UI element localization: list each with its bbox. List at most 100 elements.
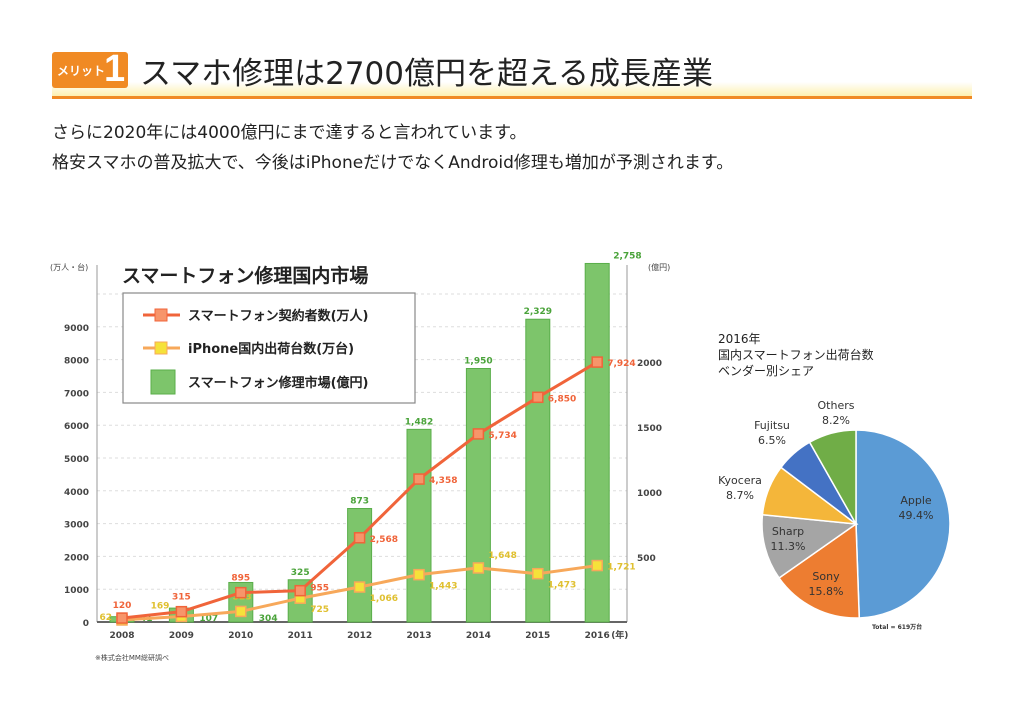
- bar-data-label: 304: [259, 614, 278, 624]
- left-tick-label: 9000: [64, 324, 89, 334]
- merit-badge: メリット 1: [52, 48, 128, 90]
- pie-label: Sony: [812, 570, 840, 583]
- legend-marker-iphone: [154, 341, 168, 355]
- line-data-label: 62: [99, 613, 112, 623]
- legend-swatch-repair: [150, 369, 176, 395]
- x-unit: (年): [611, 629, 628, 641]
- x-tick-label: 2010: [228, 631, 253, 641]
- bar-data-label: 1,950: [464, 357, 492, 367]
- legend-label-repair: スマートフォン修理市場(億円): [188, 375, 369, 391]
- line-marker: [591, 559, 603, 572]
- line-data-label: 315: [172, 593, 191, 603]
- bar-data-label: 1,482: [405, 417, 433, 427]
- line-marker: [294, 584, 306, 597]
- pie-percent: 11.3%: [771, 540, 806, 553]
- pie-title: 国内スマートフォン出荷台数: [718, 347, 874, 362]
- line-data-label: 725: [310, 605, 329, 615]
- line-data-label: 1,721: [607, 563, 635, 573]
- line-marker: [116, 612, 128, 624]
- pie-label: Sharp: [772, 525, 804, 538]
- line-marker: [235, 586, 247, 599]
- bar-data-label: 2,329: [524, 307, 552, 317]
- pie-title: 2016年: [718, 332, 761, 346]
- bar-data-label: 2,758: [613, 251, 641, 261]
- line-data-label: 169: [151, 601, 170, 611]
- pie-percent: 8.2%: [822, 414, 850, 427]
- line-marker: [353, 581, 366, 593]
- left-tick-label: 3000: [64, 521, 89, 531]
- line-data-label: 1,443: [429, 582, 457, 592]
- line-data-label: 2,568: [370, 535, 398, 545]
- left-tick-label: 6000: [64, 422, 89, 432]
- x-tick-label: 2009: [169, 631, 194, 641]
- x-tick-label: 2008: [109, 631, 134, 641]
- badge-number: 1: [104, 48, 126, 90]
- line-marker: [532, 567, 544, 580]
- right-tick-label: 500: [637, 554, 656, 564]
- lead-line-1: さらに2020年には4000億円にまで達すると言われています。: [52, 123, 527, 143]
- x-tick-label: 2015: [525, 631, 550, 641]
- left-unit: (万人・台): [50, 262, 88, 272]
- pie-slice-sony: [777, 522, 861, 619]
- x-tick-label: 2014: [466, 631, 491, 641]
- section-header: メリット 1 スマホ修理は2700億円を超える成長産業: [52, 48, 972, 99]
- line-data-label: 1,066: [370, 594, 398, 604]
- x-tick-label: 2011: [288, 631, 313, 641]
- pie-percent: 49.4%: [899, 509, 934, 522]
- right-tick-label: 1500: [637, 424, 662, 434]
- line-marker: [472, 562, 485, 574]
- x-tick-label: 2012: [347, 631, 372, 641]
- x-tick-label: 2016: [585, 631, 610, 641]
- line-data-label: 4,358: [429, 476, 457, 486]
- pie-slice-others: [808, 429, 857, 527]
- pie-title: ベンダー別シェア: [718, 363, 814, 378]
- chart-title: スマートフォン修理国内市場: [122, 264, 368, 287]
- pie-label: Others: [818, 399, 855, 412]
- bar: [347, 508, 373, 623]
- pie-total-note: Total = 619万台: [872, 623, 922, 631]
- line-marker: [472, 428, 485, 440]
- legend-label-iphone: iPhone国内出荷台数(万台): [188, 341, 354, 357]
- bar: [465, 368, 491, 623]
- left-tick-label: 4000: [64, 488, 89, 498]
- pie-label: Apple: [900, 494, 932, 507]
- left-tick-label: 2000: [64, 553, 89, 563]
- line-data-label: 5,734: [488, 431, 516, 441]
- line-data-label: 895: [231, 574, 250, 584]
- bar: [406, 428, 432, 623]
- left-tick-label: 1000: [64, 586, 89, 596]
- bar-data-label: 325: [291, 568, 310, 578]
- line-marker: [235, 605, 247, 618]
- line-data-label: 1,648: [488, 551, 516, 561]
- legend-marker-contract: [154, 308, 168, 322]
- line-marker: [353, 532, 366, 544]
- source-note: ※株式会社MM総研調べ: [95, 653, 169, 662]
- line-data-label: 120: [113, 601, 132, 611]
- left-tick-label: 7000: [64, 389, 89, 399]
- x-tick-label: 2013: [406, 631, 431, 641]
- pie-slice-sharp: [761, 513, 859, 580]
- pie-label: Fujitsu: [754, 419, 790, 432]
- pie-percent: 15.8%: [809, 585, 844, 598]
- legend-label-contract: スマートフォン契約者数(万人): [188, 308, 369, 324]
- line-marker: [413, 568, 425, 581]
- line-data-label: 7,924: [607, 359, 635, 369]
- line-data-label: 955: [310, 584, 329, 594]
- lead-line-2: 格安スマホの普及拡大で、今後はiPhoneだけでなくAndroid修理も増加が予…: [52, 153, 734, 173]
- pie-percent: 6.5%: [758, 434, 786, 447]
- line-data-label: 1,473: [548, 581, 576, 591]
- left-tick-label: 5000: [64, 455, 89, 465]
- right-tick-label: 1000: [637, 489, 662, 499]
- page-title: スマホ修理は2700億円を超える成長産業: [140, 56, 714, 92]
- left-tick-label: 0: [83, 619, 89, 629]
- pie-percent: 8.7%: [726, 489, 754, 502]
- line-marker: [591, 356, 603, 368]
- right-tick-label: 2000: [637, 359, 662, 369]
- pie-label: Kyocera: [718, 474, 762, 487]
- bar-data-label: 107: [199, 614, 218, 624]
- pie-slice-apple: [855, 429, 951, 619]
- right-unit: (億円): [648, 262, 670, 272]
- bar-data-label: 873: [350, 497, 369, 507]
- badge-label: メリット: [57, 64, 106, 78]
